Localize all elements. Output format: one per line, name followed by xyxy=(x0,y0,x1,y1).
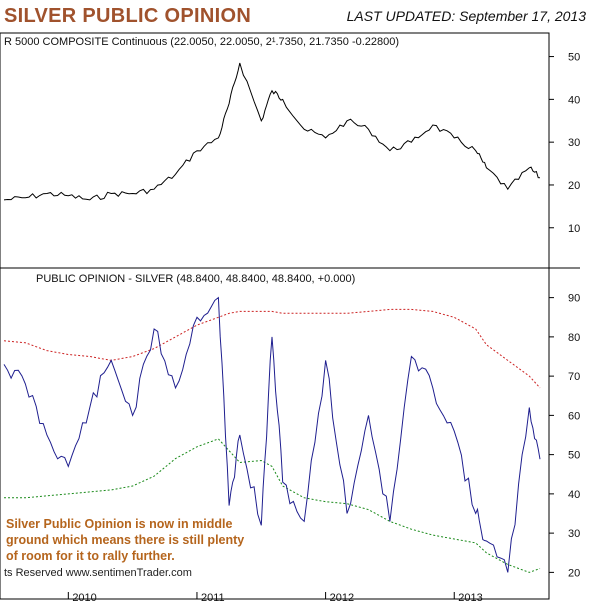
opinion-series xyxy=(3,296,541,573)
bottom-y-tick-label: 80 xyxy=(568,332,580,344)
x-tick-label: 2010 xyxy=(72,592,96,604)
upper-band-group xyxy=(3,308,541,389)
bottom-y-tick-label: 90 xyxy=(568,293,580,305)
bottom-y-tick-label: 40 xyxy=(568,489,580,501)
top-y-tick-label: 30 xyxy=(568,137,580,149)
plot-frame xyxy=(0,32,550,600)
top-y-tick-label: 10 xyxy=(568,223,580,235)
price-series xyxy=(3,62,541,201)
bottom-y-tick-label: 60 xyxy=(568,410,580,422)
x-tick-label: 2011 xyxy=(201,592,225,604)
x-tick-label: 2012 xyxy=(330,592,354,604)
top-y-tick-label: 20 xyxy=(568,180,580,192)
lower-band-group xyxy=(3,438,541,573)
annotation-line-3: of room for it to rally further. xyxy=(6,549,175,563)
copyright-text: ts Reserved www.sentimenTrader.com xyxy=(4,567,192,579)
annotation-line-2: ground which means there is still plenty xyxy=(6,533,244,547)
x-tick-label: 2013 xyxy=(458,592,482,604)
bottom-y-tick-label: 50 xyxy=(568,450,580,462)
bottom-y-tick-label: 20 xyxy=(568,567,580,579)
bottom-y-axis: 20 30 40 50 60 70 80 90 xyxy=(549,293,580,579)
bottom-y-tick-label: 70 xyxy=(568,371,580,383)
annotation-line-1: Silver Public Opinion is now in middle xyxy=(6,517,232,531)
bottom-y-tick-label: 30 xyxy=(568,528,580,540)
upper-band-series xyxy=(3,308,541,389)
bottom-panel-label: PUBLIC OPINION - SILVER (48.8400, 48.840… xyxy=(36,273,355,285)
top-y-tick-label: 50 xyxy=(568,52,580,64)
top-y-axis: 10 20 30 40 50 xyxy=(549,52,580,235)
x-axis: 2010 2011 2012 2013 xyxy=(67,592,483,604)
top-y-tick-label: 40 xyxy=(568,94,580,106)
top-panel-label: R 5000 COMPOSITE Continuous (22.0050, 22… xyxy=(4,36,399,48)
opinion-line-group xyxy=(3,296,541,573)
price-line-group xyxy=(3,62,541,201)
page-title: SILVER PUBLIC OPINION xyxy=(4,5,252,27)
last-updated-label: LAST UPDATED: September 17, 2013 xyxy=(346,8,586,24)
